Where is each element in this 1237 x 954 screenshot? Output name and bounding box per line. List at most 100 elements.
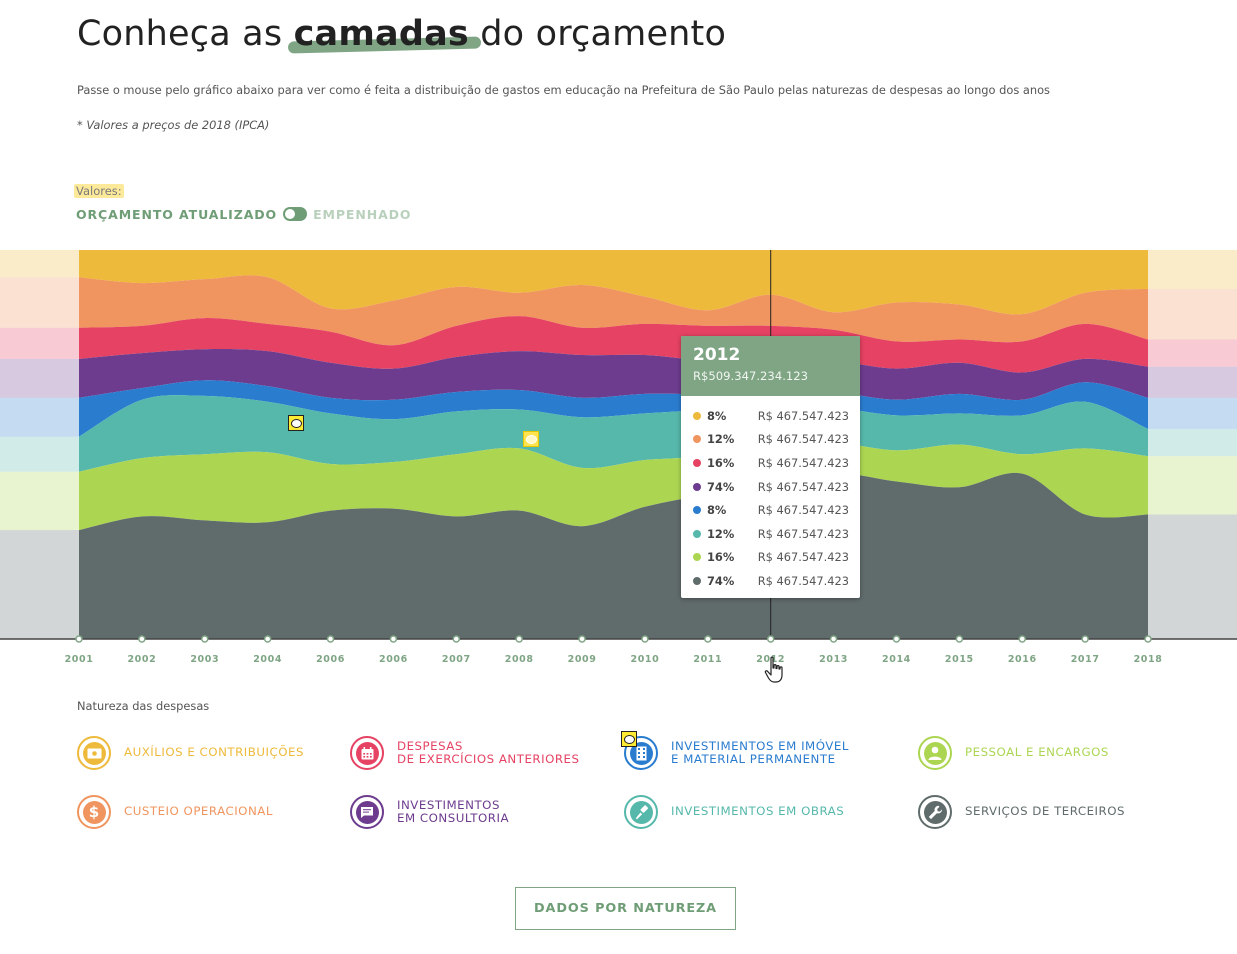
x-tick-label: 2011 xyxy=(693,654,722,665)
toggle-knob xyxy=(285,209,296,219)
tooltip-color-dot xyxy=(693,529,701,538)
side-band-segment xyxy=(1148,397,1237,429)
year-tooltip: 2012 R$509.347.234.123 8% R$ 467.547.423 1… xyxy=(681,336,860,598)
x-tick-label: 2001 xyxy=(65,654,94,665)
x-tick-dot[interactable] xyxy=(389,635,398,643)
legend-item[interactable]: $ CUSTEIO OPERACIONAL xyxy=(77,792,273,832)
title-highlight: camadas xyxy=(287,14,482,54)
x-tick-label: 2007 xyxy=(442,654,471,665)
calendar-icon xyxy=(350,736,384,770)
tooltip-percent: 8% xyxy=(707,408,727,423)
user-icon xyxy=(918,736,952,770)
area-layer-1[interactable] xyxy=(79,250,1148,315)
toggle-option-atualizado[interactable]: ORÇAMENTO ATUALIZADO xyxy=(76,206,278,222)
side-band-segment xyxy=(0,358,79,398)
x-tick-label: 2002 xyxy=(127,654,156,665)
x-tick-dot[interactable] xyxy=(892,635,901,643)
tooltip-color-dot xyxy=(693,435,701,444)
toggle-option-empenhado[interactable]: EMPENHADO xyxy=(313,206,412,222)
x-tick-dot[interactable] xyxy=(326,635,335,643)
x-tick-label: 2004 xyxy=(253,654,282,665)
x-tick-dot[interactable] xyxy=(1081,635,1089,643)
tooltip-percent: 16% xyxy=(707,455,735,470)
legend-title: Natureza das despesas xyxy=(77,699,210,713)
tooltip-percent: 12% xyxy=(707,526,735,541)
values-label: Valores: xyxy=(74,184,124,198)
values-toggle: ORÇAMENTO ATUALIZADO EMPENHADO xyxy=(76,206,411,222)
x-tick-dot[interactable] xyxy=(955,635,964,643)
x-tick-dot[interactable] xyxy=(1018,635,1026,643)
x-tick-label: 2006 xyxy=(316,654,345,665)
area-layer-3[interactable] xyxy=(79,316,1148,373)
tooltip-percent: 8% xyxy=(707,503,727,518)
tooltip-rows: 8% R$ 467.547.423 12% R$ 467.547.423 16% R$ 4… xyxy=(681,396,860,593)
tooltip-value: R$ 467.547.423 xyxy=(757,526,849,541)
stacked-area-chart[interactable]: 2001 2002 2003 2004 2006 2006 2007 2008 2009 2010… xyxy=(0,250,1237,680)
tooltip-color-dot xyxy=(693,482,701,491)
dados-por-natureza-button[interactable]: DADOS POR NATUREZA xyxy=(515,887,736,930)
legend-icon-fill xyxy=(629,741,653,765)
x-tick-label: 2008 xyxy=(505,654,534,665)
x-tick-dot[interactable] xyxy=(578,635,586,643)
legend-label: CUSTEIO OPERACIONAL xyxy=(124,804,273,819)
x-tick-dot[interactable] xyxy=(766,635,775,643)
title-post: do orçamento xyxy=(468,14,727,54)
legend-label: INVESTIMENTOS EM CONSULTORIA xyxy=(397,797,510,825)
annotation-marker[interactable] xyxy=(621,731,637,747)
legend-icon-fill xyxy=(923,800,947,824)
x-tick-dot[interactable] xyxy=(704,635,712,643)
speech-bubble-icon xyxy=(623,734,635,744)
annotation-marker[interactable] xyxy=(523,431,539,447)
tooltip-color-dot xyxy=(693,411,701,420)
x-tick-dot[interactable] xyxy=(452,635,461,643)
legend-item[interactable]: INVESTIMENTOS EM OBRAS xyxy=(624,792,844,832)
title-pre: Conheça as xyxy=(77,14,294,54)
tooltip-color-dot xyxy=(693,576,701,585)
area-layer-8[interactable] xyxy=(79,472,1148,639)
area-layer-7[interactable] xyxy=(79,442,1148,531)
side-band-segment xyxy=(1148,288,1237,340)
x-tick-dot[interactable] xyxy=(75,635,83,643)
side-band-segment xyxy=(1148,339,1237,367)
area-layer-4[interactable] xyxy=(79,349,1148,401)
x-tick-label: 2017 xyxy=(1071,654,1100,665)
legend-item[interactable]: PESSOAL E ENCARGOS xyxy=(918,733,1109,773)
tooltip-row: 74% R$ 467.547.423 xyxy=(693,569,849,593)
x-tick-dot[interactable] xyxy=(201,635,209,643)
side-band-segment xyxy=(1148,456,1237,515)
x-tick-label: 2018 xyxy=(1134,654,1163,665)
side-band-segment xyxy=(1148,250,1237,289)
x-tick-dot[interactable] xyxy=(829,635,838,643)
toggle-switch[interactable] xyxy=(283,207,308,221)
legend-item[interactable]: AUXÍLIOS E CONTRIBUIÇÕES xyxy=(77,733,304,773)
x-tick-label: 2009 xyxy=(568,654,597,665)
x-tick-label: 2003 xyxy=(190,654,219,665)
x-tick-label: 2016 xyxy=(1008,654,1037,665)
legend-item[interactable]: DESPESAS DE EXERCÍCIOS ANTERIORES xyxy=(350,733,580,773)
annotation-marker[interactable] xyxy=(288,415,304,431)
x-tick-dot[interactable] xyxy=(1144,635,1152,643)
speech-bubble-icon xyxy=(525,434,537,444)
legend-item[interactable]: INVESTIMENTOS EM CONSULTORIA xyxy=(350,792,509,832)
x-tick-dot[interactable] xyxy=(138,635,146,643)
tooltip-color-dot xyxy=(693,458,701,467)
tooltip-percent: 74% xyxy=(707,573,735,588)
side-band-right xyxy=(1148,250,1237,639)
x-tick-dot[interactable] xyxy=(641,635,649,643)
legend-label: DESPESAS DE EXERCÍCIOS ANTERIORES xyxy=(397,738,580,766)
legend-icon-fill: $ xyxy=(82,800,106,824)
side-band-segment xyxy=(0,277,79,328)
side-band-segment xyxy=(0,471,79,531)
x-tick-dot[interactable] xyxy=(263,635,272,643)
legend-item[interactable]: INVESTIMENTOS EM IMÓVEL E MATERIAL PERMA… xyxy=(624,733,849,773)
legend-item[interactable]: SERVIÇOS DE TERCEIROS xyxy=(918,792,1125,832)
x-tick-dot[interactable] xyxy=(515,635,523,643)
area-layer-6[interactable] xyxy=(79,395,1148,472)
speech-bubble-icon xyxy=(290,418,302,428)
legend-icon-fill xyxy=(82,741,106,765)
tooltip-row: 8% R$ 467.547.423 xyxy=(693,498,849,522)
area-layer-2[interactable] xyxy=(79,275,1148,346)
side-band-segment xyxy=(1148,366,1237,398)
hand-cursor-icon xyxy=(764,656,783,683)
area-layer-5[interactable] xyxy=(79,380,1148,437)
